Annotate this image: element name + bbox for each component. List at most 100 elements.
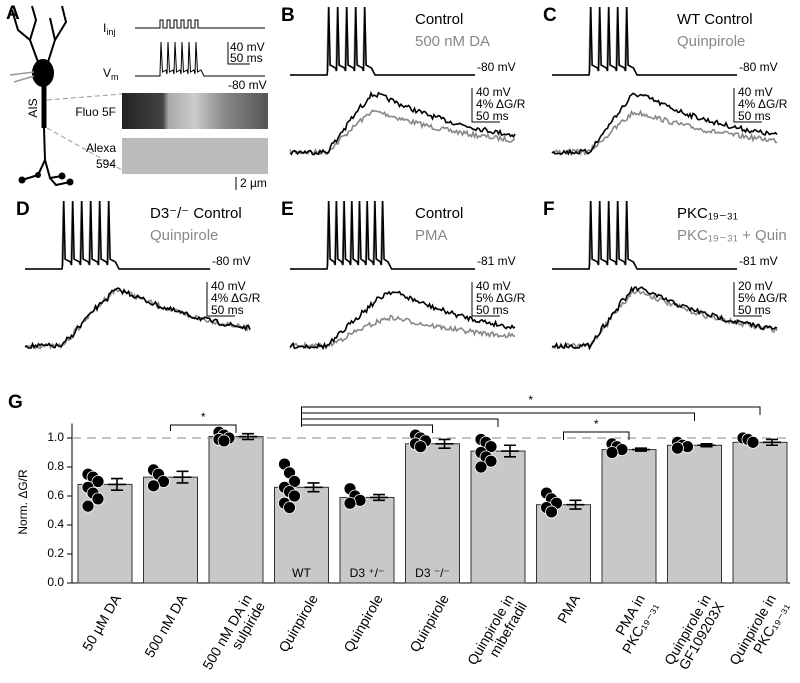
scale-label: 5% ΔG/R (476, 291, 526, 305)
significance-label: * (594, 417, 599, 431)
error-bar (632, 447, 650, 452)
data-point (484, 440, 498, 454)
scale-bar (206, 282, 235, 317)
baseline-label: -81 mV (739, 254, 778, 268)
y-tick-label: 0.6 (47, 488, 64, 502)
baseline-label: -80 mV (228, 78, 267, 92)
scale-label: 40 mV (738, 85, 773, 99)
scale-label: 50 ms (476, 109, 509, 123)
data-point (288, 475, 301, 488)
calcium-trace (551, 92, 778, 156)
image-label: 594 (96, 157, 116, 171)
alexa-image (122, 138, 268, 174)
y-tick-label: 0.0 (47, 575, 64, 589)
error-bar (435, 438, 454, 449)
panel-letter: G (8, 392, 23, 413)
bar-annotation: D3 ⁻/⁻ (415, 566, 450, 580)
significance-bracket (563, 431, 630, 440)
significance-label: * (201, 410, 206, 424)
error-bar (239, 432, 257, 441)
scale-label: 40 mV (211, 279, 246, 293)
y-tick-label: 0.8 (47, 459, 64, 473)
scale-bar (471, 282, 500, 317)
error-bar (173, 470, 192, 484)
data-point (545, 505, 558, 519)
significance-bracket (170, 424, 237, 433)
voltage-trace (290, 200, 475, 270)
legend-entry: Control (415, 205, 463, 222)
data-point (343, 496, 357, 510)
scale-label: 50 ms (738, 109, 771, 123)
scale-label: 50 ms (738, 303, 771, 317)
y-tick-label: 0.4 (47, 517, 64, 531)
scale-bar (471, 88, 500, 123)
bar (667, 444, 722, 584)
fluo-image (122, 93, 268, 129)
i-inj-label: Iinj (103, 21, 115, 37)
data-point (283, 501, 296, 515)
scale-label: 50 ms (230, 51, 263, 65)
scale-bar (733, 88, 762, 123)
scale-label: 2 µm (240, 176, 267, 190)
data-point (91, 492, 105, 506)
scale-label: 4% ΔG/R (476, 97, 526, 111)
voltage-trace (290, 6, 475, 76)
bar (77, 483, 133, 584)
scale-label: 50 ms (211, 303, 244, 317)
legend-entry: 500 nM DA (415, 33, 490, 50)
scale-label: 20 mV (738, 279, 773, 293)
baseline-label: -80 mV (477, 60, 516, 74)
voltage-trace (135, 41, 265, 77)
voltage-trace (552, 6, 737, 76)
error-bar (370, 493, 388, 502)
sub: inj (106, 27, 115, 37)
bar (405, 443, 460, 584)
error-bar (304, 482, 323, 493)
error-bar (501, 444, 519, 458)
y-tick-label: 0.2 (47, 546, 64, 560)
calcium-trace (551, 285, 778, 351)
panel-g: G Norm. ΔG/R 0.0 0.2 0.4 0.6 0.8 1.0 WT D3 ⁺/⁻ D… (8, 392, 790, 589)
panel-letter: F (543, 199, 555, 220)
scale-label: 40 mV (476, 85, 511, 99)
bar (208, 436, 264, 584)
vm-label: Vm (103, 66, 119, 82)
panel-letter: B (281, 5, 295, 26)
calcium-trace (24, 287, 251, 349)
data-point (147, 479, 160, 493)
bar (732, 441, 788, 584)
data-point (91, 475, 105, 488)
bar-annotation: WT (292, 566, 311, 580)
legend-entry: PKC₁₉₋₃₁ + Quin (677, 227, 787, 244)
data-point (81, 499, 95, 513)
scale-label: 4% ΔG/R (211, 291, 261, 305)
panel-letter: C (543, 5, 557, 26)
legend-entry: Control (415, 11, 463, 28)
significance-bracket (301, 418, 499, 427)
neuron (9, 5, 71, 187)
baseline-label: -80 mV (739, 60, 778, 74)
legend-entry: PMA (415, 227, 448, 244)
scale-label: 50 ms (476, 303, 509, 317)
scale-label: 40 mV (476, 279, 511, 293)
error-bar (566, 499, 585, 510)
voltage-trace (552, 200, 737, 270)
calcium-trace (289, 290, 516, 351)
error-bar (763, 438, 781, 447)
error-bar (108, 477, 126, 491)
v: V (103, 66, 111, 80)
panel-letter: D (16, 199, 30, 220)
significance-bracket (301, 406, 761, 427)
calcium-trace (551, 109, 778, 157)
bar (536, 504, 591, 584)
baseline-label: -81 mV (477, 254, 516, 268)
data-point (671, 441, 684, 455)
data-point (474, 460, 488, 474)
data-point (414, 440, 427, 454)
y-axis-label: Norm. ΔG/R (16, 469, 30, 535)
calcium-trace (289, 90, 516, 156)
bar (601, 449, 657, 584)
scale-bar (227, 42, 250, 65)
